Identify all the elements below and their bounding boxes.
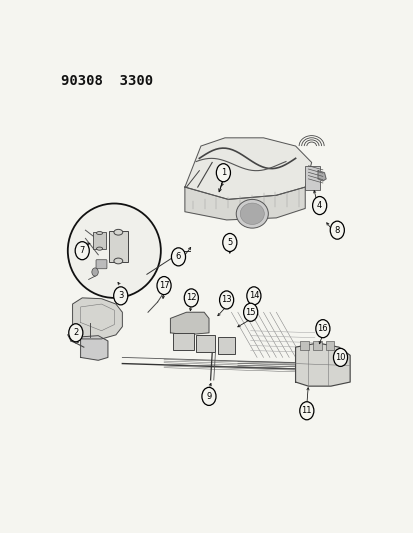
Circle shape (114, 287, 128, 305)
Ellipse shape (96, 247, 102, 250)
Text: 10: 10 (335, 353, 345, 362)
Text: 7: 7 (79, 246, 85, 255)
Text: 2: 2 (73, 328, 78, 337)
Polygon shape (185, 187, 304, 220)
FancyBboxPatch shape (304, 166, 320, 190)
Circle shape (222, 233, 236, 252)
Ellipse shape (236, 199, 268, 228)
FancyBboxPatch shape (96, 260, 107, 269)
Ellipse shape (114, 229, 122, 235)
Circle shape (92, 268, 98, 276)
FancyBboxPatch shape (196, 335, 214, 352)
FancyBboxPatch shape (312, 342, 321, 350)
Circle shape (202, 387, 216, 406)
Circle shape (216, 164, 230, 182)
Text: 1: 1 (220, 168, 225, 177)
Ellipse shape (96, 231, 102, 235)
FancyBboxPatch shape (173, 333, 193, 350)
Polygon shape (81, 336, 108, 360)
Text: 9: 9 (206, 392, 211, 401)
Circle shape (157, 277, 171, 295)
Text: 11: 11 (301, 406, 311, 415)
Polygon shape (185, 138, 311, 199)
Text: 4: 4 (316, 201, 321, 210)
Ellipse shape (114, 258, 122, 264)
Text: 6: 6 (176, 252, 181, 261)
Text: 17: 17 (158, 281, 169, 290)
Circle shape (332, 349, 347, 366)
FancyBboxPatch shape (109, 231, 128, 262)
Ellipse shape (240, 203, 263, 224)
Text: 16: 16 (317, 324, 328, 333)
Text: 90308  3300: 90308 3300 (61, 74, 153, 88)
Circle shape (299, 402, 313, 420)
Text: 13: 13 (221, 295, 231, 304)
Polygon shape (317, 171, 325, 181)
Text: 15: 15 (245, 308, 255, 317)
Circle shape (315, 320, 329, 338)
Circle shape (330, 221, 344, 239)
Text: 5: 5 (227, 238, 232, 247)
Ellipse shape (68, 204, 160, 298)
FancyBboxPatch shape (217, 337, 235, 354)
Polygon shape (170, 312, 209, 335)
Circle shape (184, 289, 198, 307)
Text: 12: 12 (185, 293, 196, 302)
Text: 14: 14 (248, 292, 259, 300)
Circle shape (246, 287, 260, 305)
Text: 8: 8 (334, 225, 339, 235)
FancyBboxPatch shape (299, 342, 308, 350)
Polygon shape (72, 298, 122, 339)
Circle shape (69, 324, 83, 342)
Polygon shape (295, 343, 349, 386)
FancyBboxPatch shape (93, 232, 106, 249)
Circle shape (312, 197, 326, 215)
Circle shape (75, 241, 89, 260)
Text: 3: 3 (118, 292, 123, 300)
FancyBboxPatch shape (325, 342, 334, 350)
Circle shape (243, 303, 257, 321)
Circle shape (171, 248, 185, 266)
Circle shape (219, 291, 233, 309)
